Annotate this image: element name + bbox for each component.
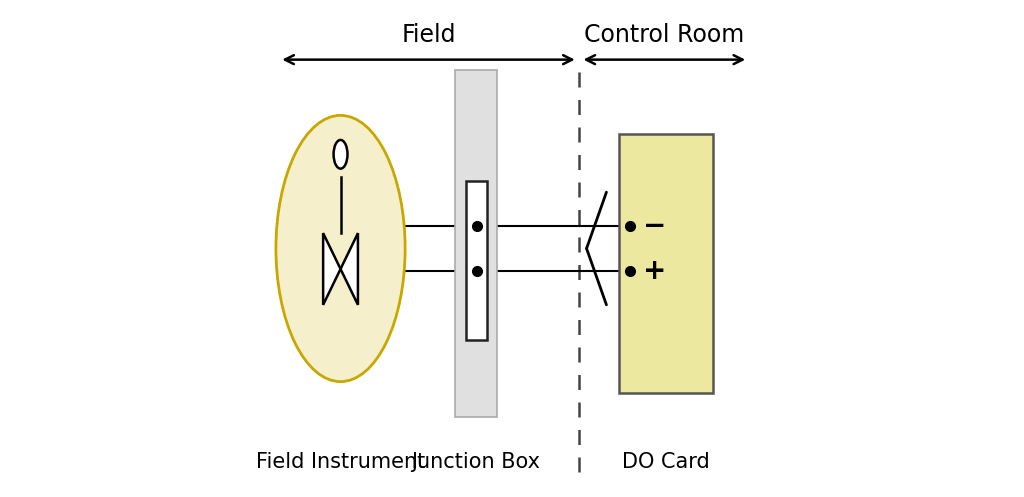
Bar: [455, 70, 497, 417]
Ellipse shape: [275, 115, 406, 382]
Polygon shape: [341, 233, 358, 305]
Bar: [466, 181, 487, 340]
Text: −: −: [643, 212, 666, 240]
Bar: [618, 134, 714, 393]
Text: +: +: [643, 257, 666, 285]
Text: Junction Box: Junction Box: [412, 452, 541, 472]
Text: DO Card: DO Card: [623, 452, 710, 472]
Text: Field: Field: [401, 23, 456, 47]
Text: Control Room: Control Room: [585, 23, 744, 47]
Polygon shape: [324, 233, 341, 305]
Ellipse shape: [334, 140, 347, 168]
Text: Field Instrument: Field Instrument: [256, 452, 425, 472]
